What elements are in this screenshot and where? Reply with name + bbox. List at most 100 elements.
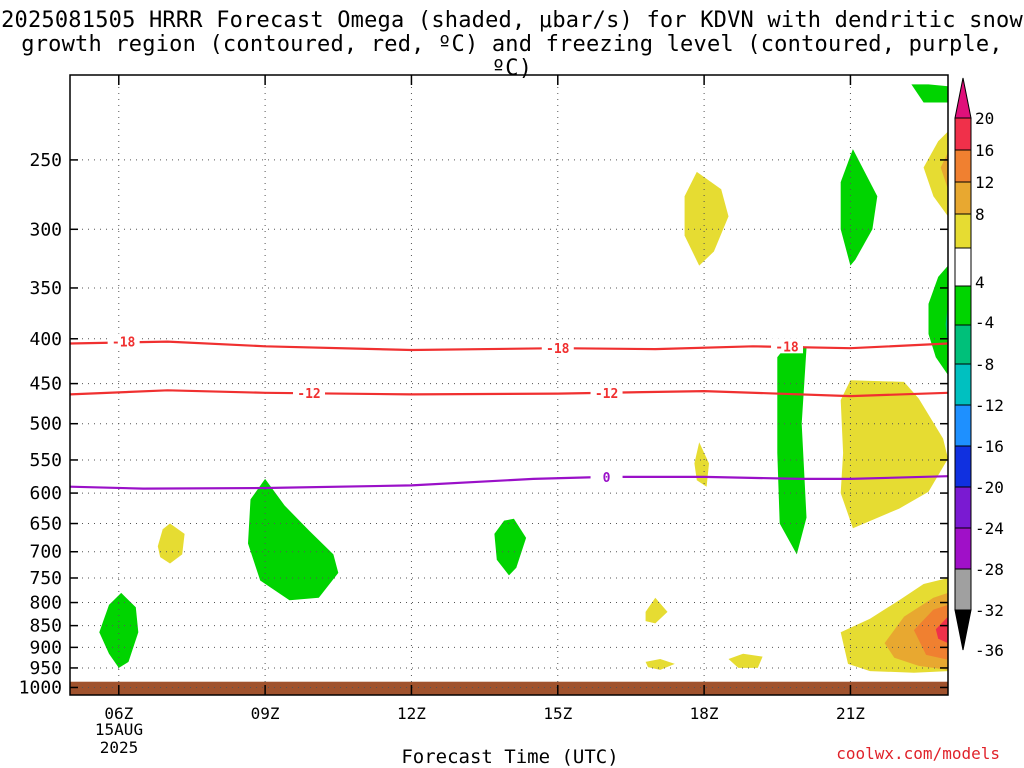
colorbar-label: -32 bbox=[975, 601, 1004, 620]
colorbar-label: -4 bbox=[975, 313, 994, 332]
colorbar-label: -20 bbox=[975, 478, 1004, 497]
omega-region bbox=[157, 523, 185, 564]
omega-region bbox=[913, 604, 948, 660]
colorbar-bin bbox=[954, 324, 972, 365]
x-tick-label: 18Z bbox=[690, 704, 719, 723]
x-tick-label: 15Z bbox=[543, 704, 572, 723]
y-tick-label: 450 bbox=[29, 374, 62, 395]
y-tick-label: 350 bbox=[29, 278, 62, 299]
contour-label: -18 bbox=[546, 342, 570, 357]
omega-region bbox=[728, 653, 763, 668]
x-tick-label: 06Z bbox=[104, 704, 133, 723]
y-tick-label: 950 bbox=[29, 658, 62, 679]
y-tick-label: 650 bbox=[29, 514, 62, 535]
chart-title-line-1: 2025081505 HRRR Forecast Omega (shaded, … bbox=[1, 8, 1023, 33]
contour-label-background bbox=[541, 340, 574, 356]
contour-label: 0 bbox=[603, 471, 611, 486]
colorbar-bin bbox=[954, 363, 972, 406]
colorbar-bin bbox=[954, 445, 972, 488]
x-tick-label: 21Z bbox=[836, 704, 865, 723]
x-tick-label: 12Z bbox=[397, 704, 426, 723]
y-tick-label: 250 bbox=[29, 150, 62, 171]
omega-region bbox=[645, 659, 675, 670]
colorbar-label: 4 bbox=[975, 273, 985, 292]
colorbar-bin bbox=[954, 117, 972, 151]
colorbar-label: -8 bbox=[975, 355, 994, 374]
y-tick-label: 500 bbox=[29, 414, 62, 435]
colorbar-bin bbox=[954, 285, 972, 326]
y-tick-label: 1000 bbox=[19, 677, 62, 698]
omega-shading bbox=[99, 84, 948, 673]
colorbar-label: 16 bbox=[975, 141, 994, 160]
colorbar-top-extension bbox=[954, 77, 972, 119]
y-tick-label: 750 bbox=[29, 568, 62, 589]
colorbar-bottom-extension bbox=[954, 609, 972, 651]
colorbar: 20 16 12 8 4 -4 -8 -12 -16 -20 -24 -28 -32 -36 bbox=[954, 77, 1004, 660]
omega-region bbox=[923, 131, 948, 217]
chart-title-line-2: growth region (contoured, red, ºC) and f… bbox=[21, 32, 1003, 81]
contour-label-background bbox=[107, 333, 140, 349]
omega-region bbox=[684, 171, 729, 266]
y-tick-label: 850 bbox=[29, 616, 62, 637]
y-tick-label: 800 bbox=[29, 593, 62, 614]
omega-region bbox=[99, 592, 139, 668]
colorbar-bin bbox=[954, 527, 972, 570]
x-axis: 06Z 09Z 12Z 15Z 18Z 21Z bbox=[104, 75, 865, 723]
omega-region bbox=[777, 338, 807, 555]
contour-label: -18 bbox=[775, 340, 799, 355]
contour-label-background bbox=[590, 468, 623, 484]
omega-region bbox=[940, 152, 948, 190]
x-date-label-year: 2025 bbox=[99, 738, 139, 757]
colorbar-label: -36 bbox=[975, 641, 1004, 660]
contour-label: -12 bbox=[297, 387, 320, 402]
y-tick-label: 700 bbox=[29, 542, 62, 563]
x-tick-label: 09Z bbox=[251, 704, 280, 723]
colorbar-label: -28 bbox=[975, 560, 1004, 579]
contour-lines bbox=[70, 340, 948, 490]
grid-lines bbox=[70, 75, 948, 695]
colorbar-label: -16 bbox=[975, 437, 1004, 456]
colorbar-bin bbox=[954, 404, 972, 447]
ground-layer bbox=[70, 681, 948, 695]
colorbar-label: 20 bbox=[975, 109, 994, 128]
contour-label-background bbox=[771, 338, 804, 354]
plot-frame bbox=[69, 74, 949, 696]
omega-region bbox=[840, 149, 878, 266]
contour-label: -12 bbox=[595, 387, 618, 402]
y-tick-label: 550 bbox=[29, 450, 62, 471]
y-axis: 2503003504004505005506006507007508008509… bbox=[19, 150, 948, 698]
colorbar-label: 12 bbox=[975, 173, 994, 192]
omega-region bbox=[840, 380, 948, 529]
contour-line bbox=[70, 389, 948, 398]
colorbar-bin bbox=[954, 568, 972, 611]
y-tick-label: 400 bbox=[29, 329, 62, 350]
omega-region bbox=[494, 518, 527, 576]
omega-region bbox=[935, 616, 948, 644]
omega-region bbox=[694, 442, 709, 487]
omega-region bbox=[248, 478, 339, 601]
omega-region bbox=[928, 265, 948, 375]
colorbar-bin bbox=[954, 149, 972, 183]
colorbar-bin bbox=[954, 213, 972, 249]
x-axis-title: Forecast Time (UTC) bbox=[401, 746, 619, 768]
site-credit: coolwx.com/models bbox=[836, 744, 1000, 763]
colorbar-bin bbox=[954, 247, 972, 287]
colorbar-label: 8 bbox=[975, 205, 985, 224]
y-tick-label: 300 bbox=[29, 219, 62, 240]
colorbar-bin bbox=[954, 181, 972, 215]
colorbar-bin bbox=[954, 486, 972, 529]
contour-line bbox=[70, 340, 948, 352]
omega-region bbox=[911, 84, 948, 103]
contour-line bbox=[70, 475, 948, 490]
colorbar-label: -12 bbox=[975, 396, 1004, 415]
contour-label-background bbox=[590, 384, 623, 400]
x-date-label-day: 15AUG bbox=[94, 720, 144, 739]
y-tick-label: 900 bbox=[29, 637, 62, 658]
contour-label: -18 bbox=[112, 336, 136, 351]
contour-labels: -18 -18 -18 -12 -12 0 bbox=[107, 333, 804, 486]
ground-surface bbox=[70, 681, 948, 695]
colorbar-label: -24 bbox=[975, 519, 1004, 538]
y-tick-label: 600 bbox=[29, 483, 62, 504]
omega-region bbox=[645, 597, 668, 624]
